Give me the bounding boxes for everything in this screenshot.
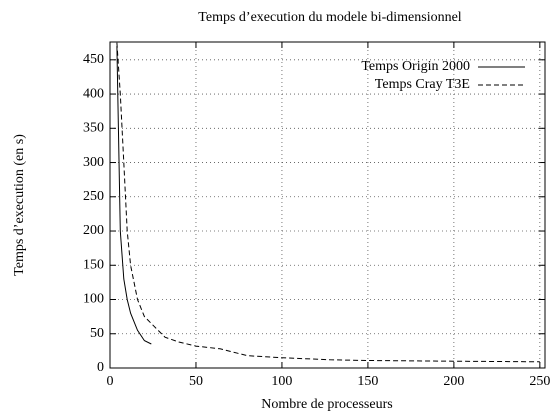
y-tick-label: 350 — [83, 121, 104, 136]
chart-title: Temps d’execution du modele bi-dimension… — [198, 10, 462, 25]
x-tick-label: 250 — [529, 374, 550, 389]
y-tick-label: 200 — [83, 223, 104, 238]
x-tick-label: 150 — [357, 374, 378, 389]
y-tick-label: 300 — [83, 155, 104, 170]
y-tick-label: 0 — [97, 360, 104, 375]
y-tick-label: 100 — [83, 292, 104, 307]
y-axis-label: Temps d’execution (en s) — [12, 134, 27, 276]
x-tick-label: 200 — [443, 374, 464, 389]
series-line — [116, 46, 152, 345]
x-tick-label: 50 — [189, 374, 203, 389]
legend-label: Temps Origin 2000 — [361, 59, 470, 74]
series-line — [116, 42, 540, 363]
y-tick-label: 250 — [83, 189, 104, 204]
y-tick-label: 450 — [83, 52, 104, 67]
x-tick-label: 100 — [271, 374, 292, 389]
x-axis-label: Nombre de processeurs — [261, 397, 392, 412]
y-tick-label: 400 — [83, 86, 104, 101]
legend-label: Temps Cray T3E — [375, 77, 470, 92]
plot-frame — [109, 41, 546, 369]
y-tick-label: 50 — [90, 326, 104, 341]
y-tick-label: 150 — [83, 257, 104, 272]
x-tick-label: 0 — [107, 374, 114, 389]
